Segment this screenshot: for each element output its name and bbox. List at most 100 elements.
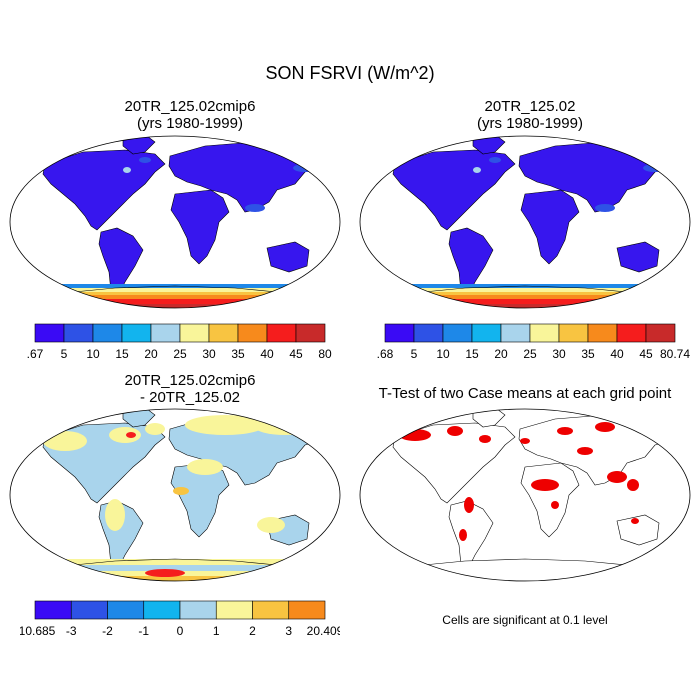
- panel2-title: 20TR_125.02 (yrs 1980-1999): [370, 98, 690, 132]
- colorbar-tick-label: .67: [27, 347, 44, 361]
- signif-cell: [627, 479, 639, 491]
- figure-title: SON FSRVI (W/m^2): [265, 63, 435, 83]
- signif-cell: [637, 423, 665, 435]
- land-na: [42, 149, 166, 231]
- colorbar-tick-label: 25: [173, 347, 187, 361]
- colorbar-tick-label: 5: [411, 347, 418, 361]
- land-patch: [139, 157, 151, 163]
- signif-cell: [520, 438, 530, 444]
- panel4-map: [359, 408, 691, 582]
- colorbar-box: [442, 323, 473, 343]
- colorbar-box: [587, 323, 618, 343]
- panel1-title-line2: (yrs 1980-1999): [137, 115, 243, 132]
- land-aus: [616, 241, 660, 273]
- land-africa: [170, 189, 230, 265]
- land-patch: [145, 423, 165, 435]
- land-africa: [520, 462, 580, 538]
- colorbar-tick-label: 10: [436, 347, 450, 361]
- map-border: [9, 135, 341, 309]
- land-patch: [245, 204, 265, 212]
- signif-cell: [557, 427, 573, 435]
- colorbar-box: [500, 323, 531, 343]
- land-patch: [473, 167, 481, 173]
- panel2-colorbar: .68 5 10 15 20 25 30 35 40 45 80.74: [377, 323, 690, 361]
- antarctica-outline: [394, 285, 656, 308]
- land-patch: [123, 167, 131, 173]
- colorbar-box: [208, 323, 239, 343]
- antarctica-band: [45, 299, 307, 307]
- land-patch: [173, 487, 189, 495]
- antarctica-band: [45, 559, 307, 566]
- colorbar-box: [34, 323, 65, 343]
- colorbar-tick-label: 1: [213, 624, 220, 638]
- colorbar-tick-label: 35: [231, 347, 245, 361]
- land-patch: [185, 415, 265, 435]
- colorbar-box: [237, 323, 268, 343]
- antarctica-outline: [44, 285, 306, 308]
- land-patch: [291, 423, 311, 431]
- antarctica-band: [395, 304, 657, 308]
- colorbar-box: [558, 323, 589, 343]
- colorbar-box: [70, 600, 108, 620]
- colorbar-box: [179, 323, 210, 343]
- signif-cell: [577, 447, 593, 455]
- colorbar-tick-label: -3: [66, 624, 77, 638]
- colorbar-box: [252, 600, 290, 620]
- colorbar-box: [179, 600, 217, 620]
- signif-cell: [447, 426, 463, 436]
- colorbar-box: [295, 323, 326, 343]
- colorbar-tick-label: 35: [581, 347, 595, 361]
- land-greenland: [122, 136, 156, 155]
- colorbar-box: [616, 323, 647, 343]
- colorbar-tick-label: 2: [249, 624, 256, 638]
- colorbar-tick-label: 30: [552, 347, 566, 361]
- colorbar-tick-label: 30: [202, 347, 216, 361]
- signif-cell: [607, 471, 627, 483]
- land-aus: [266, 241, 310, 273]
- map-border: [9, 408, 341, 582]
- colorbar-tick-label: 3: [285, 624, 292, 638]
- signif-cell: [531, 479, 559, 491]
- colorbar-box: [645, 323, 676, 343]
- colorbar-box: [121, 323, 152, 343]
- colorbar-tick-label: -10.685: [20, 624, 56, 638]
- colorbar-tick-label: -2: [102, 624, 113, 638]
- colorbar-box: [471, 323, 502, 343]
- land-patch: [595, 204, 615, 212]
- land-patch: [109, 427, 141, 443]
- land-patch: [255, 419, 315, 435]
- land-patch: [257, 517, 285, 533]
- colorbar-tick-label: 10: [86, 347, 100, 361]
- panel3-colorbar: -10.685 -3 -2 -1 0 1 2 3 20.409: [20, 600, 340, 638]
- land-patch: [187, 459, 223, 475]
- panel2-map: [359, 135, 691, 309]
- antarctica-band: [45, 576, 307, 581]
- land-na: [392, 149, 516, 231]
- antarctica-band: [45, 565, 307, 572]
- colorbar-box: [143, 600, 181, 620]
- map-border: [359, 408, 691, 582]
- antarctica-outline: [44, 558, 306, 581]
- panel1-map: [9, 135, 341, 309]
- colorbar-tick-label: 40: [260, 347, 274, 361]
- colorbar-tick-label: 15: [115, 347, 129, 361]
- signif-cell: [464, 497, 474, 513]
- colorbar-tick-label: .68: [377, 347, 394, 361]
- colorbar-tick-label: 40: [610, 347, 624, 361]
- colorbar-tick-label: 0: [177, 624, 184, 638]
- panel3-title-line1: 20TR_125.02cmip6: [124, 372, 256, 389]
- colorbar-tick-label: 20: [494, 347, 508, 361]
- land-patch: [489, 157, 501, 163]
- colorbar-box: [266, 323, 297, 343]
- land-greenland: [472, 136, 506, 155]
- colorbar-tick-label: -1: [138, 624, 149, 638]
- land-africa: [170, 462, 230, 538]
- signif-cell: [479, 435, 491, 443]
- land-na: [392, 422, 516, 504]
- panel3-title: 20TR_125.02cmip6 - 20TR_125.02: [30, 372, 350, 406]
- signif-cell: [551, 501, 559, 509]
- panel2-title-line2: (yrs 1980-1999): [477, 115, 583, 132]
- antarctica-band: [395, 299, 657, 307]
- land-patch: [643, 164, 667, 172]
- colorbar-tick-label: 5: [61, 347, 68, 361]
